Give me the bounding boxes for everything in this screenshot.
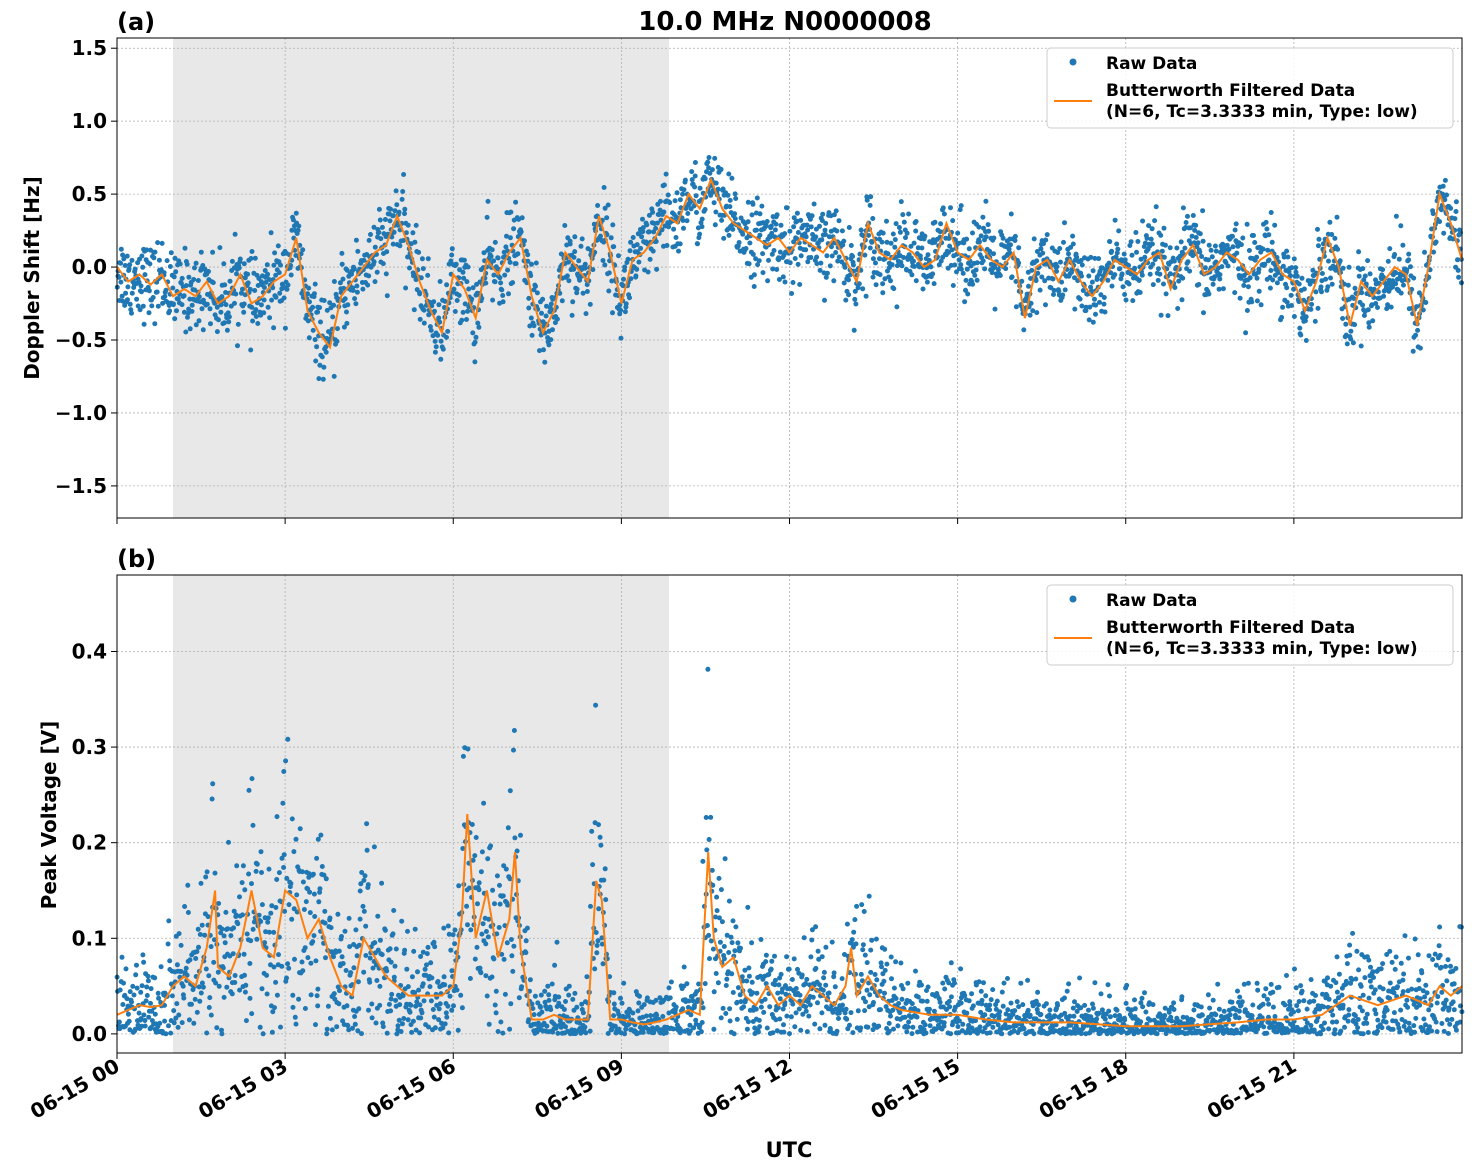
y-tick-label: 1.0 (72, 109, 107, 133)
x-ticks-b (116, 1053, 1295, 1059)
y-tick-label: 0.5 (72, 182, 107, 206)
panel-label-b: (b) (117, 545, 156, 573)
x-tick-label: 06-15 18 (1035, 1054, 1133, 1124)
x-tick-label: 06-15 00 (26, 1054, 124, 1124)
filtered-line-b (116, 813, 1463, 1028)
panel-b-voltage: 0.0 0.1 0.2 0.3 0.4 (b) Peak Voltage [V] Raw… (37, 545, 1465, 1059)
y-tick-label: −1.5 (55, 474, 107, 498)
legend-label-filtered-params-b: (N=6, Tc=3.3333 min, Type: low) (1106, 639, 1418, 659)
legend-marker-raw-b (1069, 595, 1077, 603)
y-tick-label: −1.0 (55, 401, 107, 425)
legend-box-b (1046, 584, 1454, 666)
y-ticks-b: 0.0 0.1 0.2 0.3 0.4 (72, 639, 117, 1046)
panel-label-a: (a) (117, 8, 155, 36)
chart-title: 10.0 MHz N0000008 (638, 7, 931, 37)
legend-label-raw-b: Raw Data (1106, 591, 1197, 611)
y-tick-label: 0.3 (72, 735, 107, 759)
y-axis-label-a: Doppler Shift [Hz] (20, 176, 44, 380)
x-tick-label: 06-15 15 (867, 1054, 965, 1124)
filtered-line-a (116, 176, 1463, 350)
x-ticks-a (116, 518, 1295, 524)
y-tick-label: 1.5 (72, 36, 107, 60)
y-ticks-a: −1.5 −1.0 −0.5 0.0 0.5 1.0 1.5 (55, 36, 117, 498)
x-tick-labels: 06-15 00 06-15 03 06-15 06 06-15 09 06-15 12… (26, 1054, 1300, 1124)
legend-b: Raw Data Butterworth Filtered Data (N=6,… (1046, 584, 1454, 666)
legend-a: Raw Data Butterworth Filtered Data (N=6,… (1046, 47, 1454, 129)
y-axis-label-b: Peak Voltage [V] (37, 721, 61, 910)
x-tick-label: 06-15 09 (530, 1054, 628, 1124)
shaded-interval-b (173, 575, 670, 1053)
x-tick-label: 06-15 21 (1203, 1054, 1301, 1124)
raw-data-scatter-b (114, 666, 1465, 1037)
legend-label-filtered-b: Butterworth Filtered Data (1106, 618, 1355, 638)
panel-a-doppler: −1.5 −1.0 −0.5 0.0 0.5 1.0 1.5 (a) 10.0 MHz N0… (20, 7, 1464, 524)
x-tick-label: 06-15 12 (698, 1054, 796, 1124)
y-tick-label: 0.0 (72, 1022, 107, 1046)
y-tick-label: 0.1 (72, 926, 107, 950)
y-tick-label: −0.5 (55, 328, 107, 352)
legend-box-a (1046, 47, 1454, 129)
y-tick-label: 0.2 (72, 831, 107, 855)
x-axis-label: UTC (766, 1138, 813, 1162)
y-tick-label: 0.0 (72, 255, 107, 279)
legend-label-raw-a: Raw Data (1106, 54, 1197, 74)
legend-label-filtered-params-a: (N=6, Tc=3.3333 min, Type: low) (1106, 102, 1418, 122)
legend-label-filtered-a: Butterworth Filtered Data (1106, 81, 1355, 101)
legend-marker-raw-a (1069, 58, 1077, 66)
raw-data-points (114, 666, 1465, 1037)
x-tick-label: 06-15 03 (194, 1054, 292, 1124)
x-tick-label: 06-15 06 (362, 1054, 460, 1124)
y-tick-label: 0.4 (72, 639, 107, 663)
